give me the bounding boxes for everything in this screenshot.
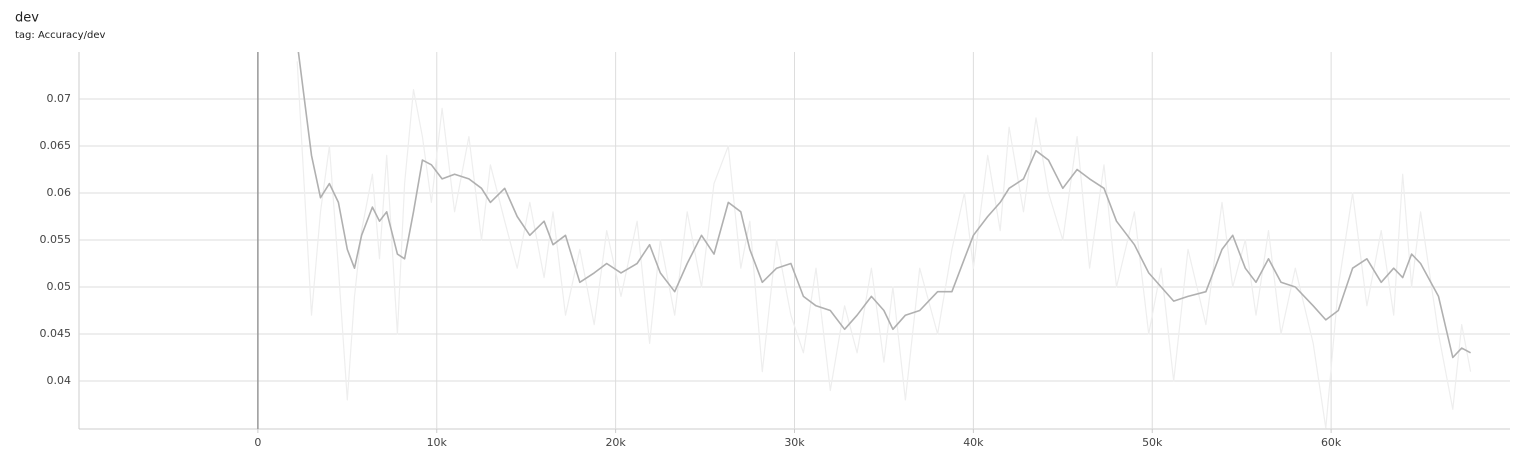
x-tick-label: 20k	[605, 436, 626, 449]
y-tick-label: 0.05	[47, 280, 72, 293]
y-tick-label: 0.06	[47, 186, 72, 199]
y-tick-label: 0.055	[40, 233, 72, 246]
y-tick-label: 0.065	[40, 139, 72, 152]
x-tick-label: 10k	[427, 436, 448, 449]
chart-title: dev	[15, 11, 39, 26]
y-tick-label: 0.04	[47, 374, 72, 387]
x-tick-label: 0	[254, 436, 261, 449]
x-tick-label: 40k	[963, 436, 984, 449]
series-line	[296, 61, 1472, 429]
x-tick-label: 60k	[1321, 436, 1342, 449]
chart-subtitle: tag: Accuracy/dev	[15, 30, 105, 41]
plot-area	[296, 52, 1472, 429]
y-tick-label: 0.07	[47, 92, 72, 105]
y-tick-label: 0.045	[40, 327, 72, 340]
x-tick-label: 50k	[1142, 436, 1163, 449]
series-line	[297, 52, 1471, 359]
x-tick-label: 30k	[784, 436, 805, 449]
